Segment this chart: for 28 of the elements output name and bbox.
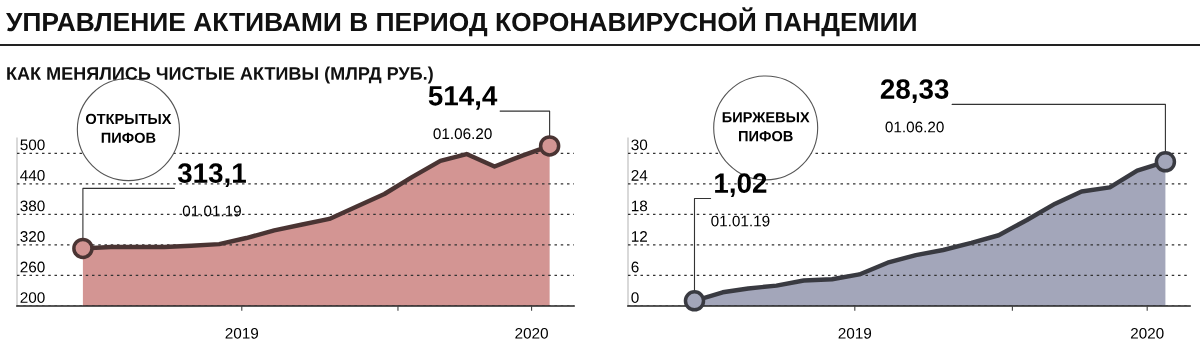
y-tick-label: 260	[20, 261, 45, 273]
x-tick-label: 2020	[515, 327, 548, 339]
annotation: 1,02	[715, 173, 767, 198]
chart-subtitle: КАК МЕНЯЛИСЬ ЧИСТЫЕ АКТИВЫ (МЛРД РУБ.)	[7, 66, 433, 84]
y-tick-label: 6	[631, 261, 639, 273]
annotation: 01.06.20	[433, 128, 492, 140]
x-tick-label: 2020	[1130, 327, 1164, 339]
text: ОТКРЫТЫХ ПИФОВ	[85, 113, 172, 143]
y-tick-label: 440	[20, 169, 45, 181]
chart-title: УПРАВЛЕНИЕ АКТИВАМИ В ПЕРИОД КОРОНАВИРУСНОЙ ПАНДЕМИИ	[6, 7, 916, 37]
annotation: 28,33	[880, 79, 949, 103]
y-tick-label: 12	[631, 231, 647, 242]
y-tick-label: 18	[631, 200, 648, 212]
y-tick-label: 380	[20, 200, 45, 212]
y-tick-label: 24	[631, 169, 648, 181]
y-tick-label: 500	[20, 139, 45, 151]
x-tick-label: 2019	[225, 327, 259, 339]
text: 01.06.20	[885, 121, 944, 133]
annotation: 01.01.19	[182, 205, 241, 217]
x-tick-label: 2019	[838, 327, 872, 339]
y-tick-label: 320	[20, 231, 45, 242]
text: БИРЖЕВЫХ ПИФОВ	[722, 112, 810, 142]
annotation: 313,1	[177, 163, 246, 187]
y-tick-label: 30	[631, 139, 648, 151]
annotation: 01.01.19	[711, 215, 770, 227]
annotation: 514,4	[428, 86, 498, 110]
y-tick-label: 200	[20, 292, 45, 303]
y-tick-label: 0	[631, 292, 639, 303]
